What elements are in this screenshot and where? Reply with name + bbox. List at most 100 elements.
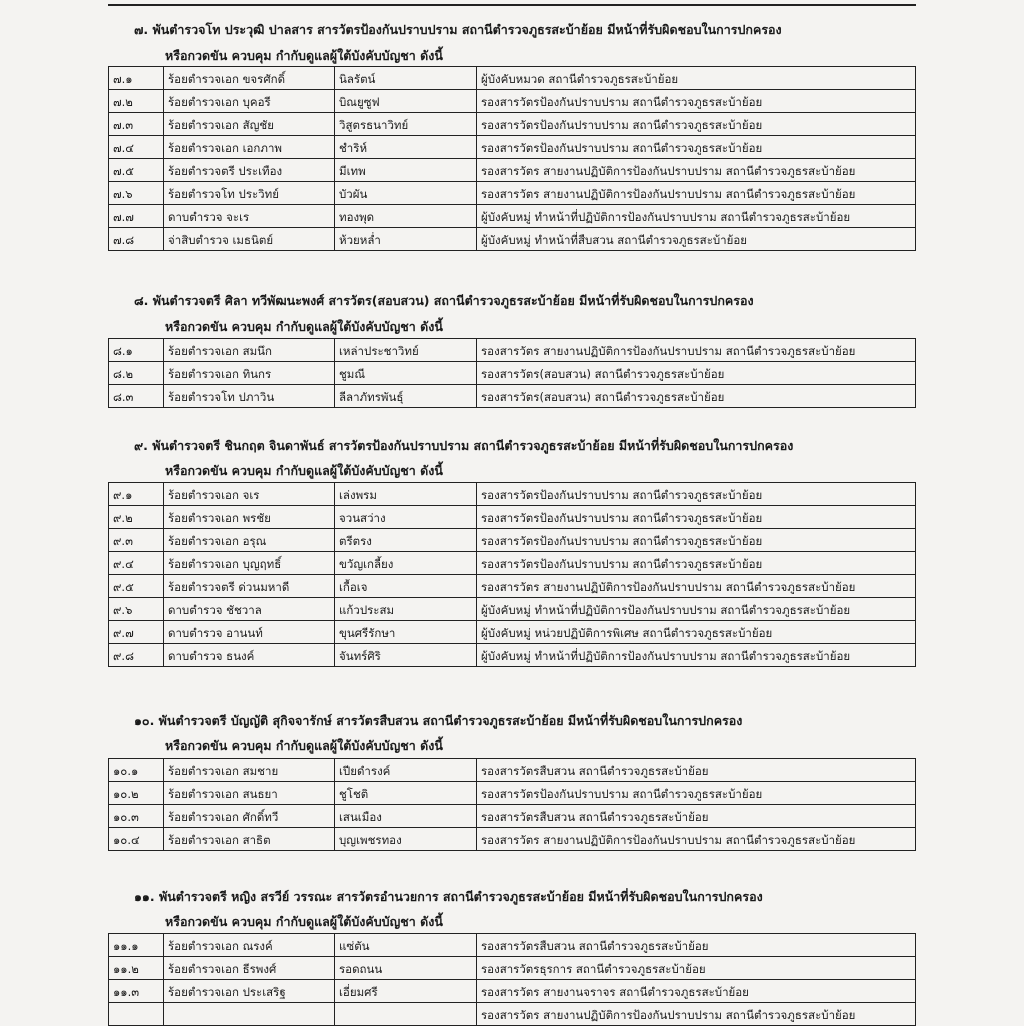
surname-cell: ชำริห์: [334, 135, 477, 159]
surname-cell: จวนสว่าง: [334, 505, 477, 529]
personnel-table: ๙.๑ ร้อยตำรวจเอก จเร เล่งพรม รองสารวัตรป้อง…: [108, 482, 916, 667]
item-number-cell: ๙.๔: [108, 551, 164, 575]
section-subheading: หรือกวดขัน ควบคุม กำกับดูแลผู้ใต้บังคับบ…: [165, 738, 443, 753]
personnel-table: ๗.๑ ร้อยตำรวจเอก ขจรศักดิ์ นิลรัตน์ ผู้บังค…: [108, 66, 916, 251]
position-cell: ผู้บังคับหมู่ ทำหน้าที่ปฏิบัติการป้องกัน…: [476, 204, 916, 228]
rank-firstname-cell: ร้อยตำรวจเอก สมชาย: [163, 758, 335, 782]
position-cell: รองสารวัตร สายงานปฏิบัติการป้องกันปราบปร…: [476, 827, 916, 851]
previous-table-bottom-border: [108, 0, 916, 6]
table-row: ๙.๒ ร้อยตำรวจเอก พรชัย จวนสว่าง รองสารวัตรป…: [108, 505, 916, 529]
surname-cell: ชูมณี: [334, 361, 477, 385]
surname-cell: ชูโชติ: [334, 781, 477, 805]
position-cell: รองสารวัตรป้องกันปราบปราม สถานีตำรวจภูธร…: [476, 135, 916, 159]
item-number-cell: ๗.๑: [108, 66, 164, 90]
rank-firstname-cell: ดาบตำรวจ อานนท์: [163, 620, 335, 644]
section-subheading: หรือกวดขัน ควบคุม กำกับดูแลผู้ใต้บังคับบ…: [165, 319, 443, 334]
position-cell: รองสารวัตร(สอบสวน) สถานีตำรวจภูธรสะบ้าย้…: [476, 384, 916, 408]
item-number-cell: ๙.๓: [108, 528, 164, 552]
surname-cell: วิสูตรธนาวิทย์: [334, 112, 477, 136]
table-row: ๑๑.๓ ร้อยตำรวจเอก ประเสริฐ เอี่ยมศรี รองสาร…: [108, 979, 916, 1003]
rank-firstname-cell: ร้อยตำรวจตรี ด่วนมหาดี: [163, 574, 335, 598]
surname-cell: ลีลาภัทรพันธุ์: [334, 384, 477, 408]
table-row: ๙.๑ ร้อยตำรวจเอก จเร เล่งพรม รองสารวัตรป้อง…: [108, 482, 916, 506]
position-cell: รองสารวัตร สายงานปฏิบัติการป้องกันปราบปร…: [476, 1002, 916, 1026]
position-cell: ผู้บังคับหมู่ หน่วยปฏิบัติการพิเศษ สถานี…: [476, 620, 916, 644]
item-number-cell: ๑๑.๒: [108, 956, 164, 980]
position-cell: รองสารวัตร สายงานปฏิบัติการป้องกันปราบปร…: [476, 181, 916, 205]
section-subheading: หรือกวดขัน ควบคุม กำกับดูแลผู้ใต้บังคับบ…: [165, 914, 443, 929]
rank-firstname-cell: ร้อยตำรวจเอก ธีรพงศ์: [163, 956, 335, 980]
rank-firstname-cell: ร้อยตำรวจเอก จเร: [163, 482, 335, 506]
surname-cell: [334, 1002, 477, 1026]
rank-firstname-cell: ร้อยตำรวจตรี ประเทือง: [163, 158, 335, 182]
section-subheading: หรือกวดขัน ควบคุม กำกับดูแลผู้ใต้บังคับบ…: [165, 48, 443, 63]
item-number-cell: ๙.๕: [108, 574, 164, 598]
position-cell: ผู้บังคับหมวด สถานีตำรวจภูธรสะบ้าย้อย: [476, 66, 916, 90]
surname-cell: ขวัญเกลี้ยง: [334, 551, 477, 575]
rank-firstname-cell: ร้อยตำรวจโท ประวิทย์: [163, 181, 335, 205]
position-cell: รองสารวัตร สายงานปฏิบัติการป้องกันปราบปร…: [476, 574, 916, 598]
personnel-table: ๑๑.๑ ร้อยตำรวจเอก ณรงค์ แซ่ตัน รองสารวัตรสื…: [108, 933, 916, 1026]
surname-cell: มีเทพ: [334, 158, 477, 182]
item-number-cell: ๗.๘: [108, 227, 164, 251]
item-number-cell: ๙.๑: [108, 482, 164, 506]
table-row: ๑๐.๑ ร้อยตำรวจเอก สมชาย เปียดำรงค์ รองสารวั…: [108, 758, 916, 782]
table-row: ๗.๗ ดาบตำรวจ จะเร ทองพุด ผู้บังคับหมู่ ทำหน…: [108, 204, 916, 228]
item-number-cell: ๑๐.๓: [108, 804, 164, 828]
section-heading: ๙. พันตำรวจตรี ชินกฤต จินดาพันธ์ สารวัตร…: [134, 438, 794, 453]
surname-cell: แก้วประสม: [334, 597, 477, 621]
item-number-cell: ๘.๓: [108, 384, 164, 408]
item-number-cell: ๙.๗: [108, 620, 164, 644]
position-cell: รองสารวัตรสืบสวน สถานีตำรวจภูธรสะบ้าย้อย: [476, 804, 916, 828]
surname-cell: ทองพุด: [334, 204, 477, 228]
item-number-cell: ๘.๒: [108, 361, 164, 385]
table-row: รองสารวัตร สายงานปฏิบัติการป้องกันปราบปร…: [108, 1002, 916, 1026]
item-number-cell: ๑๐.๑: [108, 758, 164, 782]
surname-cell: เหล่าประชาวิทย์: [334, 338, 477, 362]
position-cell: รองสารวัตรป้องกันปราบปราม สถานีตำรวจภูธร…: [476, 528, 916, 552]
surname-cell: เปียดำรงค์: [334, 758, 477, 782]
section-heading: ๗. พันตำรวจโท ประวุฒิ ปาลสาร สารวัตรป้อง…: [134, 22, 782, 37]
table-row: ๑๑.๑ ร้อยตำรวจเอก ณรงค์ แซ่ตัน รองสารวัตรสื…: [108, 933, 916, 957]
item-number-cell: ๑๑.๑: [108, 933, 164, 957]
table-row: ๙.๔ ร้อยตำรวจเอก บุญฤทธิ์ ขวัญเกลี้ยง รองสา…: [108, 551, 916, 575]
personnel-table: ๘.๑ ร้อยตำรวจเอก สมนึก เหล่าประชาวิทย์ รองส…: [108, 338, 916, 408]
rank-firstname-cell: ดาบตำรวจ จะเร: [163, 204, 335, 228]
surname-cell: เล่งพรม: [334, 482, 477, 506]
rank-firstname-cell: ร้อยตำรวจโท ปภาวิน: [163, 384, 335, 408]
item-number-cell: ๑๐.๔: [108, 827, 164, 851]
position-cell: รองสารวัตรป้องกันปราบปราม สถานีตำรวจภูธร…: [476, 112, 916, 136]
rank-firstname-cell: ร้อยตำรวจเอก สนธยา: [163, 781, 335, 805]
item-number-cell: ๗.๗: [108, 204, 164, 228]
surname-cell: ขุนศรีรักษา: [334, 620, 477, 644]
rank-firstname-cell: ร้อยตำรวจเอก ขจรศักดิ์: [163, 66, 335, 90]
rank-firstname-cell: จ่าสิบตำรวจ เมธนิตย์: [163, 227, 335, 251]
section-subheading: หรือกวดขัน ควบคุม กำกับดูแลผู้ใต้บังคับบ…: [165, 463, 443, 478]
section-heading: ๘. พันตำรวจตรี ศิลา ทวีพัฒนะพงศ์ สารวัตร…: [134, 293, 754, 308]
surname-cell: บุญเพชรทอง: [334, 827, 477, 851]
section-heading: ๑๑. พันตำรวจตรี หญิง สรวีย์ วรรณะ สารวัต…: [134, 889, 763, 904]
table-row: ๙.๓ ร้อยตำรวจเอก อรุณ ตรีตรง รองสารวัตรป้อง…: [108, 528, 916, 552]
position-cell: รองสารวัตรป้องกันปราบปราม สถานีตำรวจภูธร…: [476, 505, 916, 529]
rank-firstname-cell: ร้อยตำรวจเอก ศักดิ์ทวี: [163, 804, 335, 828]
surname-cell: เอี่ยมศรี: [334, 979, 477, 1003]
item-number-cell: ๙.๖: [108, 597, 164, 621]
table-row: ๙.๕ ร้อยตำรวจตรี ด่วนมหาดี เกื้อเจ รองสารวั…: [108, 574, 916, 598]
rank-firstname-cell: ร้อยตำรวจเอก ทินกร: [163, 361, 335, 385]
position-cell: รองสารวัตรธุรการ สถานีตำรวจภูธรสะบ้าย้อย: [476, 956, 916, 980]
surname-cell: บิณยูซูฟ: [334, 89, 477, 113]
rank-firstname-cell: ร้อยตำรวจเอก สมนึก: [163, 338, 335, 362]
table-row: ๗.๓ ร้อยตำรวจเอก สัญชัย วิสูตรธนาวิทย์ รองส…: [108, 112, 916, 136]
item-number-cell: ๗.๔: [108, 135, 164, 159]
position-cell: รองสารวัตรสืบสวน สถานีตำรวจภูธรสะบ้าย้อย: [476, 758, 916, 782]
table-row: ๑๑.๒ ร้อยตำรวจเอก ธีรพงศ์ รอดถนน รองสารวัตร…: [108, 956, 916, 980]
surname-cell: รอดถนน: [334, 956, 477, 980]
rank-firstname-cell: ร้อยตำรวจเอก พรชัย: [163, 505, 335, 529]
table-row: ๗.๖ ร้อยตำรวจโท ประวิทย์ บัวผัน รองสารวัตร …: [108, 181, 916, 205]
position-cell: รองสารวัตร สายงานปฏิบัติการป้องกันปราบปร…: [476, 338, 916, 362]
table-row: ๗.๕ ร้อยตำรวจตรี ประเทือง มีเทพ รองสารวัตร …: [108, 158, 916, 182]
surname-cell: เกื้อเจ: [334, 574, 477, 598]
table-row: ๘.๓ ร้อยตำรวจโท ปภาวิน ลีลาภัทรพันธุ์ รองสา…: [108, 384, 916, 408]
surname-cell: บัวผัน: [334, 181, 477, 205]
surname-cell: แซ่ตัน: [334, 933, 477, 957]
